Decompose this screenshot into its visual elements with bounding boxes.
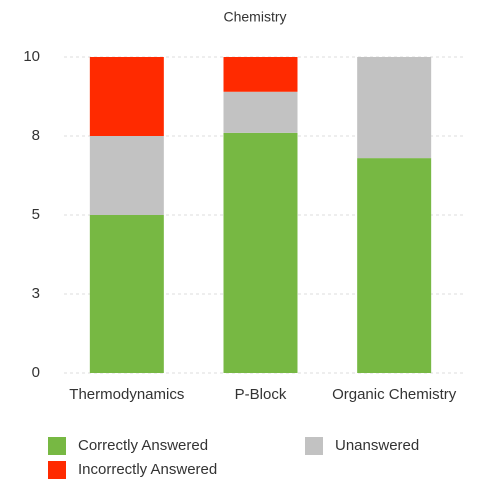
bar-segment xyxy=(89,215,164,373)
bar-segment xyxy=(357,57,432,159)
bar-segment xyxy=(89,57,164,136)
x-tick-label: P-Block xyxy=(235,386,287,403)
chart-title: Chemistry xyxy=(223,9,286,25)
bar-segment xyxy=(223,132,298,373)
x-tick-label: Thermodynamics xyxy=(69,386,184,403)
x-tick-label: Organic Chemistry xyxy=(332,386,457,403)
legend-swatch xyxy=(305,437,323,455)
bar-segment xyxy=(89,136,164,215)
bar-segment xyxy=(223,57,298,92)
legend-label: Incorrectly Answered xyxy=(78,461,217,478)
y-tick-label: 8 xyxy=(32,127,40,144)
bar-segment xyxy=(223,91,298,133)
y-tick-label: 0 xyxy=(32,364,40,381)
y-tick-label: 10 xyxy=(23,48,40,65)
y-tick-label: 3 xyxy=(32,285,40,302)
legend-label: Unanswered xyxy=(335,437,419,454)
bar-segment xyxy=(357,158,432,373)
legend-swatch xyxy=(48,461,66,479)
y-tick-label: 5 xyxy=(32,206,40,223)
legend-swatch xyxy=(48,437,66,455)
legend-label: Correctly Answered xyxy=(78,437,208,454)
